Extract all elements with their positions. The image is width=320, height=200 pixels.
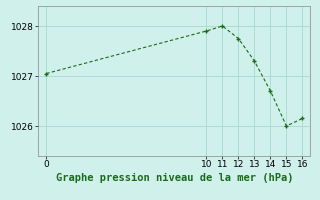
X-axis label: Graphe pression niveau de la mer (hPa): Graphe pression niveau de la mer (hPa)	[56, 173, 293, 183]
